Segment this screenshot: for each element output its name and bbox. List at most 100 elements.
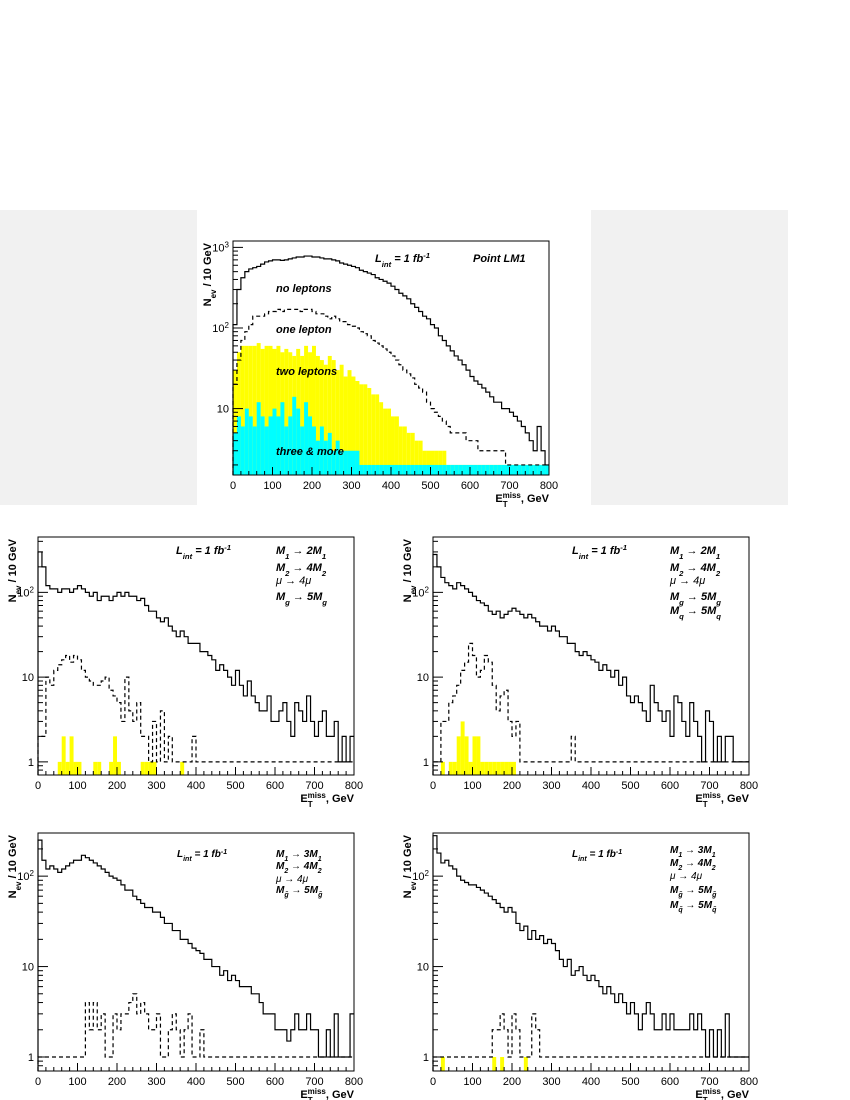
x-tick-label: 300 [147,1076,165,1088]
x-tick-label: 600 [661,1076,679,1088]
bar-fill-6 [456,736,461,775]
bar-two-leptons-37 [379,402,384,475]
bar-two-leptons-14 [288,352,293,475]
bar-three-more-78 [541,464,546,475]
y-tick-label: 102 [17,585,34,600]
bar-three-more-67 [497,464,502,475]
bar-three-more-55 [450,464,455,475]
bar-three-more-77 [537,464,542,475]
bar-two-leptons-26 [335,370,340,475]
bar-three-more-73 [521,464,526,475]
y-axis-label: Nev / 10 GeV [402,834,418,898]
series-line-solid-0 [432,553,749,775]
y-tick-label: 10 [217,404,229,416]
x-tick-label: 0 [35,1076,41,1088]
y-tick-label: 102 [17,869,34,884]
bar-three-more-68 [501,464,506,475]
bar-three-more-21 [315,440,320,475]
bar-two-leptons-25 [331,360,336,475]
bar-fill-14 [93,761,98,775]
bar-three-more-8 [264,426,269,475]
x-tick-label: 400 [582,1076,600,1088]
bar-two-leptons-20 [312,345,316,475]
bar-three-more-42 [398,464,403,475]
left-margin-panel [0,210,197,505]
x-tick-label: 0 [430,1076,436,1088]
x-tick-label: 100 [68,1076,86,1088]
x-axis-label: ETmiss, GeV [695,791,749,809]
bar-three-more-72 [517,464,522,475]
bar-three-more-22 [319,426,324,475]
bar-two-leptons-45 [410,432,415,475]
bar-fill-8 [69,736,74,775]
bar-three-more-27 [339,450,344,475]
bar-three-more-14 [288,416,293,475]
bar-three-more-56 [454,464,459,475]
bar-two-leptons-29 [347,370,352,475]
x-tick-label: 500 [226,780,244,792]
y-tick-label: 102 [412,869,429,884]
bar-fill-20 [117,761,121,775]
bar-fill-14 [488,761,493,775]
bar-three-more-13 [284,426,289,475]
bar-three-more-35 [371,464,376,475]
bar-three-more-79 [545,464,549,475]
bar-three-more-63 [481,464,486,475]
bar-three-more-57 [458,464,463,475]
bar-three-more-1 [236,416,241,475]
bar-two-leptons-40 [391,416,395,475]
y-tick-label: 1 [423,1052,429,1064]
bar-fill-18 [109,761,114,775]
x-tick-label: 800 [345,1076,363,1088]
x-tick-label: 200 [503,1076,521,1088]
bar-fill-17 [500,761,505,775]
bar-three-more-54 [446,464,451,475]
bar-two-leptons-13 [284,348,289,475]
bar-three-more-6 [256,402,261,475]
annotation-2: M2 → 4M2 [670,858,716,872]
x-tick-label: 300 [542,1076,560,1088]
x-tick-label: 500 [226,1076,244,1088]
bar-fill-36 [180,761,185,775]
bar-three-more-30 [351,450,356,475]
annotation-0: Lint = 1 fb-1 [177,849,227,863]
bar-two-leptons-4 [248,345,253,475]
bar-three-more-71 [513,464,518,475]
x-tick-label: 200 [503,780,521,792]
bar-three-more-5 [252,426,257,475]
bar-three-more-2 [240,426,245,475]
x-tick-label: 800 [345,780,363,792]
annotation-2: no leptons [276,283,332,295]
annotation-2: M2 → 4M2 [276,861,322,875]
series-line-solid-0 [37,839,354,1071]
series-line-dashed-1 [432,642,749,775]
bar-three-more-64 [485,464,490,475]
bar-three-more-4 [248,416,253,475]
bar-fill-29 [152,761,157,775]
bar-three-more-24 [327,432,332,475]
y-tick-label: 10 [22,962,34,974]
series-line-one-lepton [232,308,549,475]
bar-two-leptons-21 [315,355,320,475]
bar-three-more-75 [529,464,534,475]
series-line-solid-0 [432,835,749,1071]
bar-two-leptons-23 [323,364,328,475]
x-axis-label: ETmiss, GeV [300,1087,354,1100]
bar-three-more-36 [375,464,380,475]
bar-fill-2 [440,1056,445,1071]
bar-fill-10 [77,761,82,775]
annotation-0: Lint = 1 fb-1 [572,543,627,561]
annotation-4: Mg → 5Mg [276,591,327,607]
x-tick-label: 0 [230,480,236,492]
bar-three-more-11 [276,416,281,475]
bar-three-more-53 [442,464,447,475]
x-tick-label: 100 [463,1076,481,1088]
bar-three-more-40 [391,464,395,475]
bar-two-leptons-36 [375,394,380,475]
bar-three-more-60 [470,464,474,475]
bar-three-more-38 [383,464,388,475]
bar-three-more-70 [509,464,514,475]
